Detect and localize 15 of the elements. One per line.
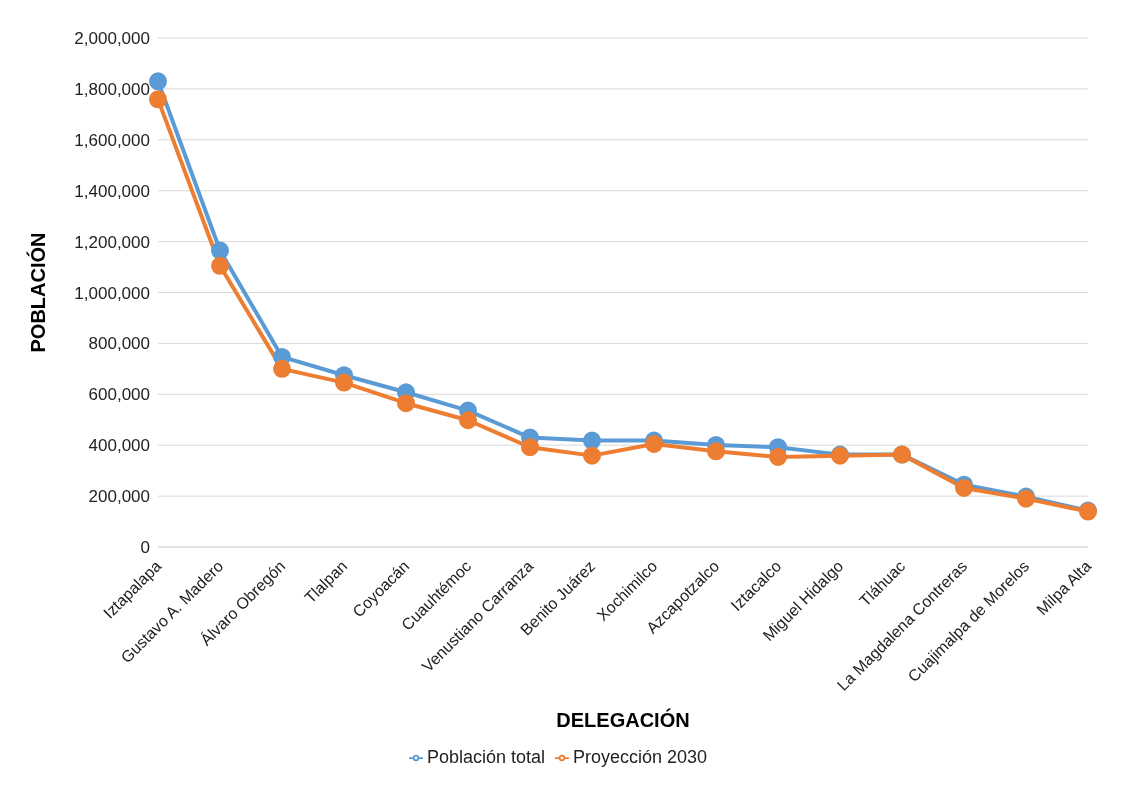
y-tick-label: 200,000 (88, 487, 150, 507)
y-tick-label: 0 (140, 538, 150, 558)
y-tick-label: 2,000,000 (74, 29, 150, 49)
y-tick-label: 400,000 (88, 436, 150, 456)
legend-label: Población total (426, 747, 545, 767)
y-tick-label: 1,800,000 (74, 79, 150, 99)
y-tick-label: 1,000,000 (74, 283, 150, 303)
y-tick-label: 1,200,000 (74, 232, 150, 252)
y-axis-title: POBLACIÓN (26, 232, 50, 353)
x-axis-title: DELEGACIÓN (556, 708, 690, 731)
y-tick-label: 800,000 (88, 334, 150, 354)
y-tick-label: 600,000 (88, 385, 150, 405)
y-tick-label: 1,400,000 (74, 181, 150, 201)
y-tick-label: 1,600,000 (74, 130, 150, 150)
legend-label: Proyección 2030 (573, 747, 708, 767)
